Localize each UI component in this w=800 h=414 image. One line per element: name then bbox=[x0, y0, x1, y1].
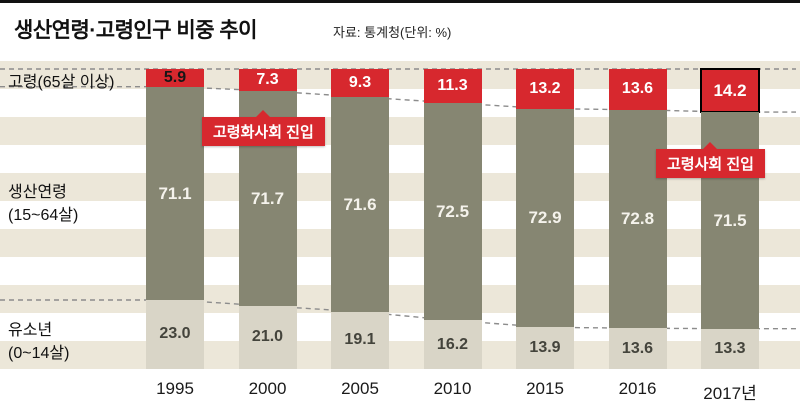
segment-youth-2000: 21.0 bbox=[238, 305, 297, 369]
segment-elderly-2005: 9.3 bbox=[331, 69, 389, 97]
callout-up-pointer bbox=[256, 110, 271, 117]
stacked-bar-chart: 5.9 71.1 23.0 7.3 71.7 21.0 9.3 71.6 19.1 11.3 72.… bbox=[0, 61, 800, 373]
series-label-working-line2: (15~64살) bbox=[8, 207, 79, 224]
segment-elderly-2016: 13.6 bbox=[608, 69, 667, 110]
segment-working-2016: 72.8 bbox=[608, 109, 667, 329]
series-label-youth: 유소년 (0~14살) bbox=[8, 319, 69, 365]
annotation-aged-society-text: 고령사회 진입 bbox=[667, 156, 754, 173]
value-label: 9.3 bbox=[348, 73, 372, 91]
segment-elderly-2017년: 14.2 bbox=[700, 67, 760, 114]
value-label: 13.6 bbox=[621, 339, 654, 357]
segment-youth-2016: 13.6 bbox=[608, 328, 667, 369]
segment-elderly-2015: 13.2 bbox=[516, 69, 574, 109]
axis-label-2015: 2015 bbox=[526, 379, 564, 398]
value-label: 16.2 bbox=[436, 335, 469, 353]
series-label-working: 생산연령 (15~64살) bbox=[8, 181, 78, 227]
axis-label-2000: 2000 bbox=[248, 379, 287, 398]
value-label: 13.9 bbox=[529, 339, 561, 357]
value-label: 72.5 bbox=[435, 202, 470, 222]
segment-elderly-1995: 5.9 bbox=[146, 69, 204, 87]
value-label: 71.6 bbox=[343, 194, 377, 214]
value-label: 11.3 bbox=[437, 76, 468, 94]
series-label-youth-line2: (0~14살) bbox=[8, 345, 70, 362]
segment-working-1995: 71.1 bbox=[146, 86, 204, 300]
axis-label-2016: 2016 bbox=[618, 379, 657, 398]
bars-layer: 5.9 71.1 23.0 7.3 71.7 21.0 9.3 71.6 19.1 11.3 72.… bbox=[0, 61, 800, 373]
segment-youth-2015: 13.9 bbox=[516, 327, 574, 369]
value-label: 72.9 bbox=[528, 208, 562, 228]
bar-2017년: 14.2 71.5 13.3 bbox=[700, 67, 760, 369]
value-label: 7.3 bbox=[256, 70, 279, 88]
segment-working-2015: 72.9 bbox=[516, 108, 574, 328]
series-label-elderly: 고령(65살 이상) bbox=[8, 71, 115, 94]
segment-working-2010: 72.5 bbox=[423, 102, 482, 321]
value-label: 23.0 bbox=[159, 325, 191, 343]
value-label: 71.7 bbox=[250, 188, 285, 208]
segment-youth-2017년: 13.3 bbox=[701, 328, 759, 369]
axis-label-1995: 1995 bbox=[156, 379, 194, 398]
value-label: 21.0 bbox=[251, 328, 284, 346]
segment-elderly-2000: 7.3 bbox=[238, 69, 297, 91]
segment-working-2005: 71.6 bbox=[331, 96, 389, 312]
bar-2015: 13.2 72.9 13.9 bbox=[516, 69, 574, 369]
page-title: 생산연령·고령인구 비중 추이 bbox=[14, 19, 258, 42]
source-note: 자료: 통계청(단위: %) bbox=[333, 25, 452, 40]
value-label: 13.3 bbox=[714, 339, 746, 357]
value-label: 13.6 bbox=[621, 80, 654, 98]
series-label-elderly-text: 고령(65살 이상) bbox=[8, 74, 115, 91]
value-label: 71.5 bbox=[713, 210, 747, 230]
value-label: 72.8 bbox=[620, 209, 655, 229]
bar-2005: 9.3 71.6 19.1 bbox=[331, 69, 389, 369]
series-label-youth-line1: 유소년 bbox=[8, 322, 53, 339]
segment-youth-2010: 16.2 bbox=[423, 320, 482, 369]
segment-youth-2005: 19.1 bbox=[331, 311, 389, 369]
bar-2016: 13.6 72.8 13.6 bbox=[608, 69, 667, 369]
bar-2010: 11.3 72.5 16.2 bbox=[423, 69, 482, 369]
segment-elderly-2010: 11.3 bbox=[423, 69, 482, 103]
axis-label-2005: 2005 bbox=[341, 379, 379, 398]
value-label: 5.9 bbox=[163, 68, 187, 86]
annotation-aging-society: 고령화사회 진입 bbox=[202, 110, 325, 146]
value-label: 19.1 bbox=[344, 331, 376, 349]
axis-label-2010: 2010 bbox=[433, 379, 472, 398]
value-label: 14.2 bbox=[713, 81, 747, 100]
value-label: 71.1 bbox=[158, 183, 192, 203]
axis-label-2017년: 2017년 bbox=[703, 384, 757, 403]
annotation-aged-society: 고령사회 진입 bbox=[656, 142, 765, 178]
annotation-aging-society-text: 고령화사회 진입 bbox=[213, 124, 314, 141]
callout-up-pointer bbox=[703, 142, 718, 149]
x-axis: 1995 2000 2005 2010 2015 2016 2017년 bbox=[0, 373, 800, 407]
segment-youth-1995: 23.0 bbox=[146, 299, 204, 369]
series-label-working-line1: 생산연령 bbox=[8, 184, 67, 201]
bar-1995: 5.9 71.1 23.0 bbox=[146, 69, 204, 369]
value-label: 13.2 bbox=[529, 79, 561, 97]
